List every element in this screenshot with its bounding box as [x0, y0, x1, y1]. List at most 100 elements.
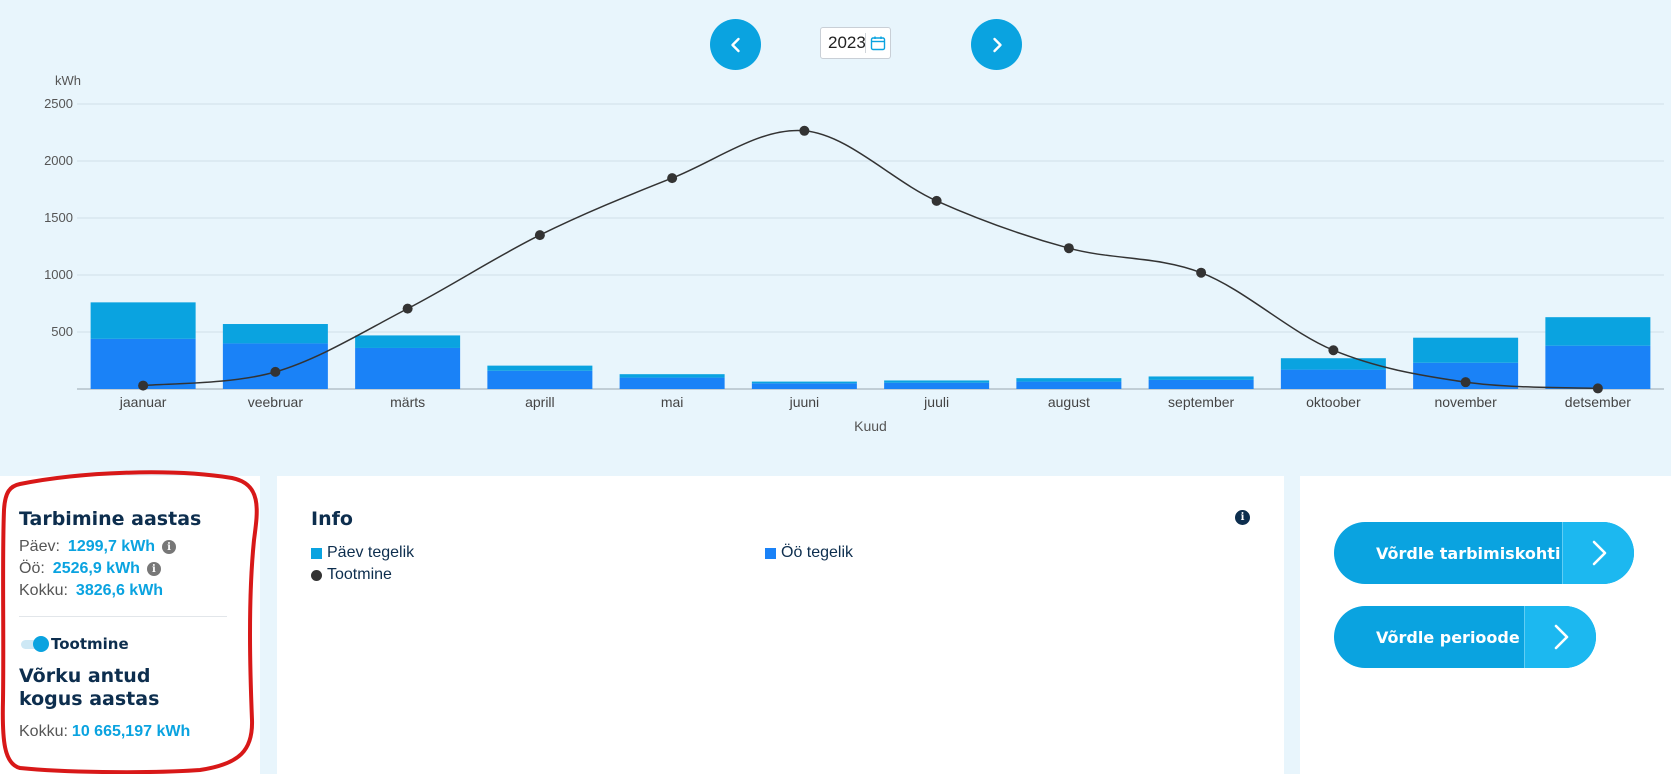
production-point-detsember [1592, 383, 1603, 394]
day-label: Päev: [19, 538, 60, 555]
previous-year-button[interactable] [710, 19, 761, 70]
night-label: Öö: [19, 560, 45, 577]
total-label: Kokku: [19, 582, 68, 599]
x-axis-label: Kuud [854, 418, 887, 434]
total-value: 3826,6 kWh [75, 582, 164, 599]
production-point-august [1063, 243, 1074, 254]
chart-production-line [138, 125, 1603, 394]
x-tick-label: aprill [525, 394, 555, 410]
bar-day-juuli [884, 380, 990, 383]
chart-gridlines [77, 103, 1664, 390]
day-consumption-row: Päev: 1299,7 kWh i [19, 538, 234, 556]
x-tick-label: juuli [923, 394, 949, 410]
bar-day-jaanuar [90, 302, 196, 339]
production-total-label: Kokku: [19, 723, 68, 740]
legend-night: Öö tegelik [765, 544, 853, 562]
info-title: Info [311, 508, 353, 530]
chevron-right-icon [992, 37, 1002, 52]
info-icon[interactable]: i [162, 540, 177, 554]
night-consumption-row: Öö: 2526,9 kWh i [19, 560, 234, 578]
consumption-title: Tarbimine aastas [19, 508, 202, 530]
production-total-row: Kokku: 10 665,197 kWh [19, 723, 234, 741]
x-tick-label: juuni [789, 394, 820, 410]
x-tick-label: jaanuar [119, 394, 167, 410]
legend-production-marker [311, 569, 322, 581]
bar-night-juuli [884, 382, 990, 389]
compare-periods-button[interactable]: Võrdle perioode [1334, 606, 1596, 668]
bar-day-august [1016, 378, 1122, 382]
consumption-chart: 500 1000 1500 2000 2500 kWh Kuud jaanuar veebrua… [44, 73, 1664, 434]
bar-night-juuni [751, 383, 857, 389]
year-picker-divider [865, 33, 866, 53]
bar-night-detsember [1545, 345, 1651, 389]
divider [19, 616, 227, 617]
compare-locations-label: Võrdle tarbimiskohti [1376, 543, 1561, 563]
production-point-mai [667, 173, 678, 184]
x-tick-label: oktoober [1306, 394, 1361, 410]
production-point-aprill [534, 230, 545, 241]
legend-night-swatch [765, 547, 776, 559]
x-tick-label: märts [390, 394, 425, 410]
legend-production-label: Tootmine [327, 566, 392, 583]
chevron-right-icon [1562, 522, 1634, 584]
y-tick-label: 2000 [44, 153, 73, 168]
bar-night-veebruar [222, 343, 328, 389]
x-tick-label: august [1048, 394, 1090, 410]
x-tick-label: detsember [1565, 394, 1631, 410]
compare-locations-button[interactable]: Võrdle tarbimiskohti [1334, 522, 1634, 584]
x-tick-label: veebruar [248, 394, 304, 410]
production-total-value: 10 665,197 kWh [71, 723, 191, 740]
production-point-märts [402, 303, 413, 314]
bar-day-september [1148, 376, 1254, 380]
bar-day-mai [619, 374, 725, 378]
bar-night-mai [619, 377, 725, 389]
info-panel: Info i Päev tegelik Öö tegelik Tootmine [277, 476, 1284, 774]
production-point-september [1196, 267, 1207, 278]
chart-bars [90, 302, 1651, 389]
bar-day-oktoober [1280, 358, 1386, 370]
bar-night-august [1016, 381, 1122, 389]
y-tick-label: 1500 [44, 210, 73, 225]
production-point-jaanuar [138, 380, 149, 391]
legend-day-label: Päev tegelik [327, 544, 415, 561]
production-point-november [1460, 377, 1471, 388]
day-value: 1299,7 kWh [67, 538, 156, 555]
production-toggle-label: Tootmine [51, 635, 129, 653]
legend-night-label: Öö tegelik [781, 544, 854, 561]
bar-day-aprill [487, 365, 593, 371]
x-tick-label: november [1434, 394, 1497, 410]
next-year-button[interactable] [971, 19, 1022, 70]
legend-day-swatch [311, 547, 322, 559]
bar-night-aprill [487, 370, 593, 389]
info-icon[interactable]: i [146, 562, 161, 576]
bar-day-märts [355, 335, 461, 348]
x-tick-label: mai [661, 394, 684, 410]
production-point-juuli [931, 195, 942, 206]
production-point-juuni [799, 125, 810, 136]
yearly-consumption-panel: Tarbimine aastas Päev: 1299,7 kWh i Öö: … [0, 476, 260, 774]
calendar-icon[interactable] [866, 35, 890, 51]
production-point-veebruar [270, 366, 281, 377]
production-toggle[interactable] [19, 636, 49, 652]
bar-day-veebruar [222, 324, 328, 344]
bar-night-september [1148, 379, 1254, 389]
bar-day-november [1413, 337, 1519, 363]
bar-day-juuni [751, 381, 857, 384]
compare-panel: Võrdle tarbimiskohti Võrdle perioode [1300, 476, 1671, 774]
y-axis-label: kWh [55, 73, 81, 88]
night-value: 2526,9 kWh [52, 560, 140, 577]
bar-night-oktoober [1280, 369, 1386, 389]
y-tick-label: 2500 [44, 96, 73, 111]
x-tick-label: september [1168, 394, 1234, 410]
legend-day: Päev tegelik [311, 544, 414, 562]
info-icon[interactable]: i [1235, 510, 1250, 525]
production-point-oktoober [1328, 345, 1339, 356]
production-toggle-row: Tootmine [19, 635, 234, 653]
chevron-right-icon [1524, 606, 1596, 668]
year-picker[interactable]: 2023 [820, 27, 891, 59]
y-tick-label: 500 [51, 324, 73, 339]
production-title: Võrku antud kogus aastas [19, 665, 160, 710]
bar-day-detsember [1545, 317, 1651, 346]
year-value[interactable]: 2023 [828, 33, 866, 52]
bar-night-märts [355, 347, 461, 389]
